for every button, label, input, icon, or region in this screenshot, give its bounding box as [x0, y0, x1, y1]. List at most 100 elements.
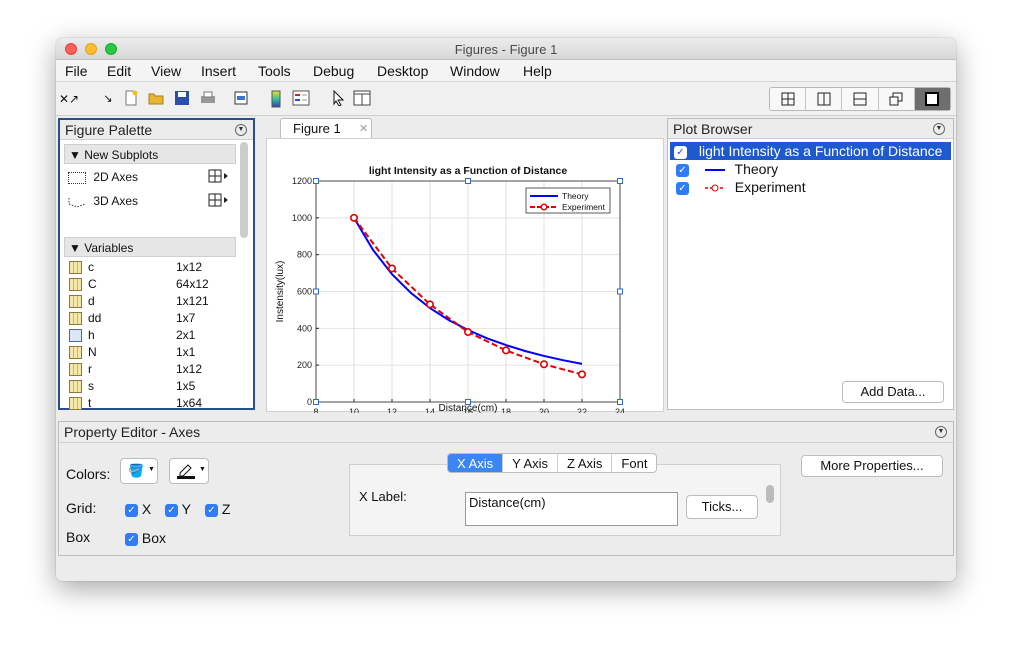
colors-label: Colors:	[66, 466, 111, 482]
variable-name[interactable]: c	[88, 260, 94, 274]
edge-color-button[interactable]: ▼	[169, 458, 209, 484]
tile-icon[interactable]	[770, 88, 807, 110]
colorbar-icon[interactable]	[267, 90, 285, 108]
plot-browser-item-theory[interactable]: ✓ Theory	[676, 161, 778, 177]
property-editor-icon[interactable]	[353, 90, 371, 108]
split-vertical-icon[interactable]	[806, 88, 843, 110]
axes-3d-grid-button[interactable]	[208, 193, 230, 210]
menu-insert[interactable]: Insert	[201, 63, 237, 79]
axes-2d-grid-button[interactable]	[208, 169, 230, 186]
tab-figure-1[interactable]: Figure 1 ✕	[280, 118, 372, 138]
plot-browser-item-experiment[interactable]: ✓ Experiment	[676, 179, 806, 195]
plot-browser-item-axes[interactable]: ✓ light Intensity as a Function of Dista…	[670, 142, 951, 160]
float-icon[interactable]	[879, 88, 915, 110]
chevron-down-icon: ▼	[199, 466, 206, 473]
legend-icon[interactable]	[292, 90, 310, 108]
data-point	[539, 360, 548, 369]
axis-box-scrollbar[interactable]	[766, 485, 774, 503]
y-tick-label: 600	[297, 287, 312, 297]
chevron-down-icon: ▼	[148, 466, 155, 473]
data-point	[426, 300, 435, 309]
tab-figure-1-label: Figure 1	[293, 121, 341, 136]
checkmark-icon: ✓	[125, 503, 138, 517]
more-properties-button[interactable]: More Properties...	[801, 455, 943, 477]
checkbox-experiment[interactable]: ✓	[676, 181, 689, 195]
palette-scrollbar[interactable]	[240, 142, 248, 238]
close-window-button[interactable]	[65, 43, 77, 55]
variable-name[interactable]: C	[88, 277, 97, 291]
pen-icon	[177, 464, 195, 479]
box-checkbox[interactable]: ✓ Box	[125, 530, 166, 546]
new-subplots-header[interactable]: ▼ New Subplots	[64, 144, 236, 164]
ticks-button[interactable]: Ticks...	[686, 495, 758, 519]
selection-handle	[465, 399, 471, 405]
variable-name[interactable]: dd	[88, 311, 102, 325]
menu-help[interactable]: Help	[523, 63, 552, 79]
tab-y-axis[interactable]: Y Axis	[503, 454, 559, 472]
data-point	[350, 213, 359, 222]
plot-browser-header: Plot Browser ▼	[668, 119, 953, 139]
pointer-icon[interactable]	[330, 89, 348, 108]
selection-handle	[313, 288, 319, 295]
add-data-button[interactable]: Add Data...	[842, 381, 944, 403]
tab-font[interactable]: Font	[621, 456, 648, 471]
tab-x-axis[interactable]: X Axis	[448, 454, 504, 472]
menu-tools[interactable]: Tools	[258, 63, 291, 79]
axes-2d-item[interactable]: 2D Axes	[68, 170, 138, 184]
new-subplots-label: New Subplots	[84, 148, 159, 162]
matrix-variable-icon	[69, 261, 82, 274]
chart[interactable]: 8 10 12 14 16 18 20 22 24 0 200 400 600 800 1000 1200 li…	[267, 139, 665, 417]
palette-title: Figure Palette	[65, 122, 153, 138]
plot-browser-menu-icon[interactable]: ▼	[933, 123, 945, 135]
tab-z-axis[interactable]: Z Axis	[558, 454, 613, 472]
checkbox-axes[interactable]: ✓	[674, 145, 687, 159]
face-color-button[interactable]: 🪣 ▼	[120, 458, 158, 484]
menu-debug[interactable]: Debug	[313, 63, 355, 79]
open-icon[interactable]	[147, 90, 165, 108]
arrow-icon[interactable]: ↘	[103, 93, 113, 105]
save-icon[interactable]	[173, 90, 191, 108]
grid-y-checkbox[interactable]: ✓ Y	[165, 501, 191, 517]
axes-2d-label: 2D Axes	[93, 170, 139, 184]
axis-properties-box: X Label: Distance(cm) Ticks...	[349, 464, 781, 536]
palette-menu-icon[interactable]: ▼	[235, 124, 247, 136]
menu-edit[interactable]: Edit	[107, 63, 132, 79]
x-tick-label: 18	[501, 407, 511, 413]
menu-desktop[interactable]: Desktop	[377, 63, 429, 79]
maximize-icon[interactable]	[914, 88, 951, 110]
variable-name[interactable]: d	[88, 294, 95, 308]
variable-name[interactable]: r	[88, 362, 92, 376]
variable-name[interactable]: N	[88, 345, 97, 359]
tab-close-icon[interactable]: ✕	[359, 123, 369, 135]
palette-header: Figure Palette ▼	[60, 120, 253, 140]
y-tick-label: 400	[297, 323, 312, 333]
grid-z-checkbox[interactable]: ✓ Z	[205, 501, 230, 517]
new-figure-icon[interactable]	[122, 90, 140, 108]
zoom-window-button[interactable]	[105, 43, 117, 55]
variable-name[interactable]: s	[88, 379, 94, 393]
split-horizontal-icon[interactable]	[842, 88, 879, 110]
x-label-input[interactable]: Distance(cm)	[465, 492, 678, 526]
minimize-window-button[interactable]	[85, 43, 97, 55]
selection-handle	[465, 178, 471, 184]
variables-header[interactable]: ▼ Variables	[64, 237, 236, 257]
menu-view[interactable]: View	[151, 63, 182, 79]
figure-canvas: 8 10 12 14 16 18 20 22 24 0 200 400 600 800 1000 1200 li…	[266, 138, 665, 417]
variable-name[interactable]: t	[88, 396, 92, 410]
property-editor-title: Property Editor - Axes	[64, 424, 201, 440]
checkmark-icon: ✓	[125, 532, 138, 546]
data-point	[577, 370, 586, 379]
checkbox-theory[interactable]: ✓	[676, 163, 689, 177]
variable-name[interactable]: h	[88, 328, 95, 342]
y-axis-label: Instensity(lux)	[275, 261, 286, 323]
print-icon[interactable]	[199, 90, 217, 108]
menu-file[interactable]: File	[65, 63, 88, 79]
x-tick-label: 24	[615, 407, 625, 413]
property-editor-menu-icon[interactable]: ▼	[935, 426, 947, 438]
print-preview-icon[interactable]	[232, 90, 250, 108]
box-checkbox-label: Box	[141, 530, 167, 546]
axes-3d-item[interactable]: 3D Axes	[68, 194, 138, 208]
grid-x-checkbox[interactable]: ✓ X	[125, 501, 151, 517]
undock-icon[interactable]: ✕↗	[59, 92, 80, 106]
menu-window[interactable]: Window	[450, 63, 500, 79]
